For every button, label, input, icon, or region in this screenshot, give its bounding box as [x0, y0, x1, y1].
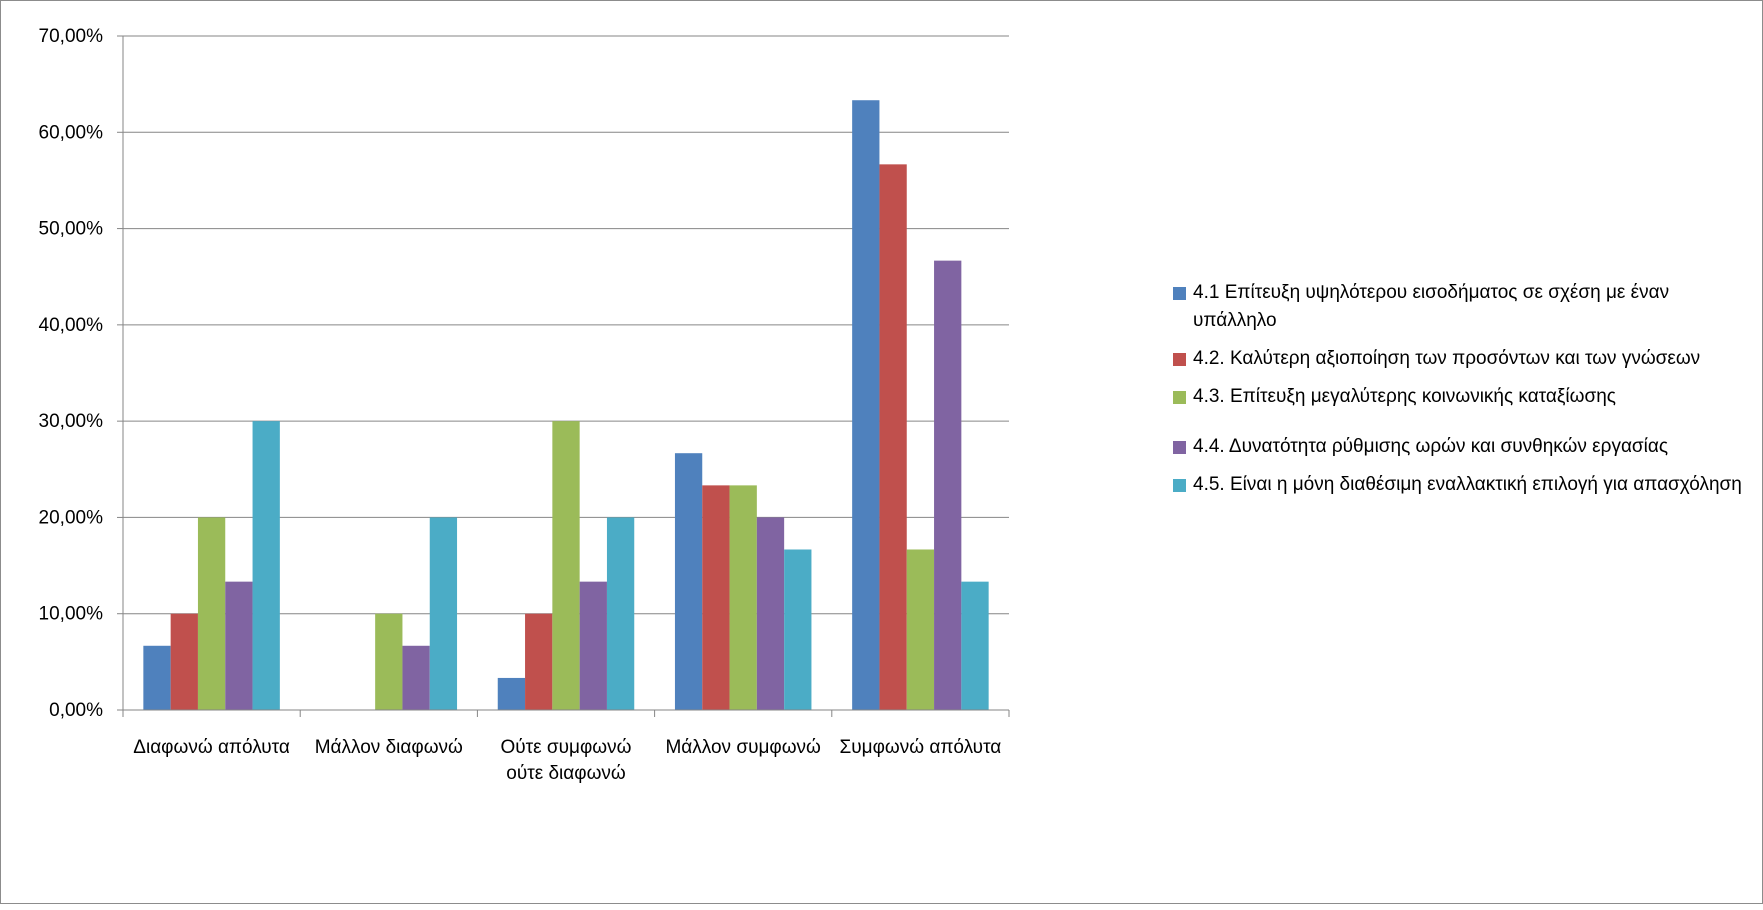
legend-item: 4.3. Επίτευξη μεγαλύτερης κοινωνικής κατ…	[1171, 383, 1751, 411]
bar	[429, 517, 458, 710]
x-tick-label: Διαφωνώ απόλυτα	[133, 737, 290, 758]
legend-item: 4.2. Καλύτερη αξιοποίηση των προσόντων κ…	[1171, 345, 1751, 373]
bar	[143, 645, 171, 710]
legend-item: 4.1 Επίτευξη υψηλότερου εισοδήματος σε σ…	[1171, 279, 1751, 335]
y-tick-label: 0,00%	[49, 700, 103, 721]
y-tick-label: 20,00%	[39, 507, 104, 528]
bar	[497, 677, 526, 710]
legend-swatch	[1173, 287, 1186, 300]
legend-label: 4.2. Καλύτερη αξιοποίηση των προσόντων κ…	[1193, 348, 1701, 369]
bar	[375, 613, 403, 710]
axes	[117, 35, 1010, 717]
legend-swatch	[1173, 441, 1186, 454]
bar	[402, 645, 430, 710]
legend-label: 4.3. Επίτευξη μεγαλύτερης κοινωνικής κατ…	[1193, 386, 1616, 407]
y-tick-label: 50,00%	[39, 219, 104, 240]
y-tick-label: 60,00%	[39, 122, 104, 143]
legend: 4.1 Επίτευξη υψηλότερου εισοδήματος σε σ…	[1171, 279, 1751, 509]
legend-swatch	[1173, 479, 1186, 492]
x-tick-label: Μάλλον διαφωνώ	[315, 737, 463, 758]
y-tick-label: 40,00%	[39, 315, 104, 336]
x-tick-label: Συμφωνώ απόλυτα	[839, 737, 1001, 758]
y-tick-label: 10,00%	[39, 604, 104, 625]
bar	[961, 581, 989, 710]
y-tick-label: 70,00%	[39, 26, 104, 47]
legend-swatch	[1173, 391, 1186, 404]
x-tick-label: Ούτε συμφωνώ ούτε διαφωνώ	[501, 737, 632, 784]
bar	[784, 549, 812, 710]
legend-item: 4.4. Δυνατότητα ρύθμισης ωρών και συνθηκ…	[1171, 433, 1751, 461]
bar	[552, 421, 580, 710]
bar	[852, 100, 880, 710]
bar	[197, 517, 226, 710]
legend-item: 4.5. Είναι η μόνη διαθέσιμη εναλλακτική …	[1171, 471, 1751, 499]
legend-label: 4.5. Είναι η μόνη διαθέσιμη εναλλακτική …	[1193, 474, 1742, 495]
bar	[879, 164, 907, 710]
bar	[702, 485, 730, 710]
bar	[525, 613, 553, 710]
bar	[934, 260, 962, 710]
bar	[729, 485, 757, 710]
bar	[225, 581, 253, 710]
bar	[579, 581, 607, 710]
bar	[674, 453, 703, 710]
bar	[252, 421, 280, 710]
y-tick-label: 30,00%	[39, 411, 104, 432]
bar	[906, 549, 935, 710]
legend-label: 4.4. Δυνατότητα ρύθμισης ωρών και συνθηκ…	[1193, 436, 1669, 457]
legend-label: 4.1 Επίτευξη υψηλότερου εισοδήματος σε σ…	[1193, 282, 1670, 331]
legend-swatch	[1173, 353, 1186, 366]
bar	[606, 517, 635, 710]
x-tick-label: Μάλλον συμφωνώ	[665, 737, 821, 758]
tick-labels: 0,00% 10,00% 20,00% 30,00% 40,00% 50,00% 60,00…	[39, 26, 1002, 784]
bar	[756, 517, 785, 710]
bar	[170, 613, 198, 710]
bars	[143, 100, 989, 710]
